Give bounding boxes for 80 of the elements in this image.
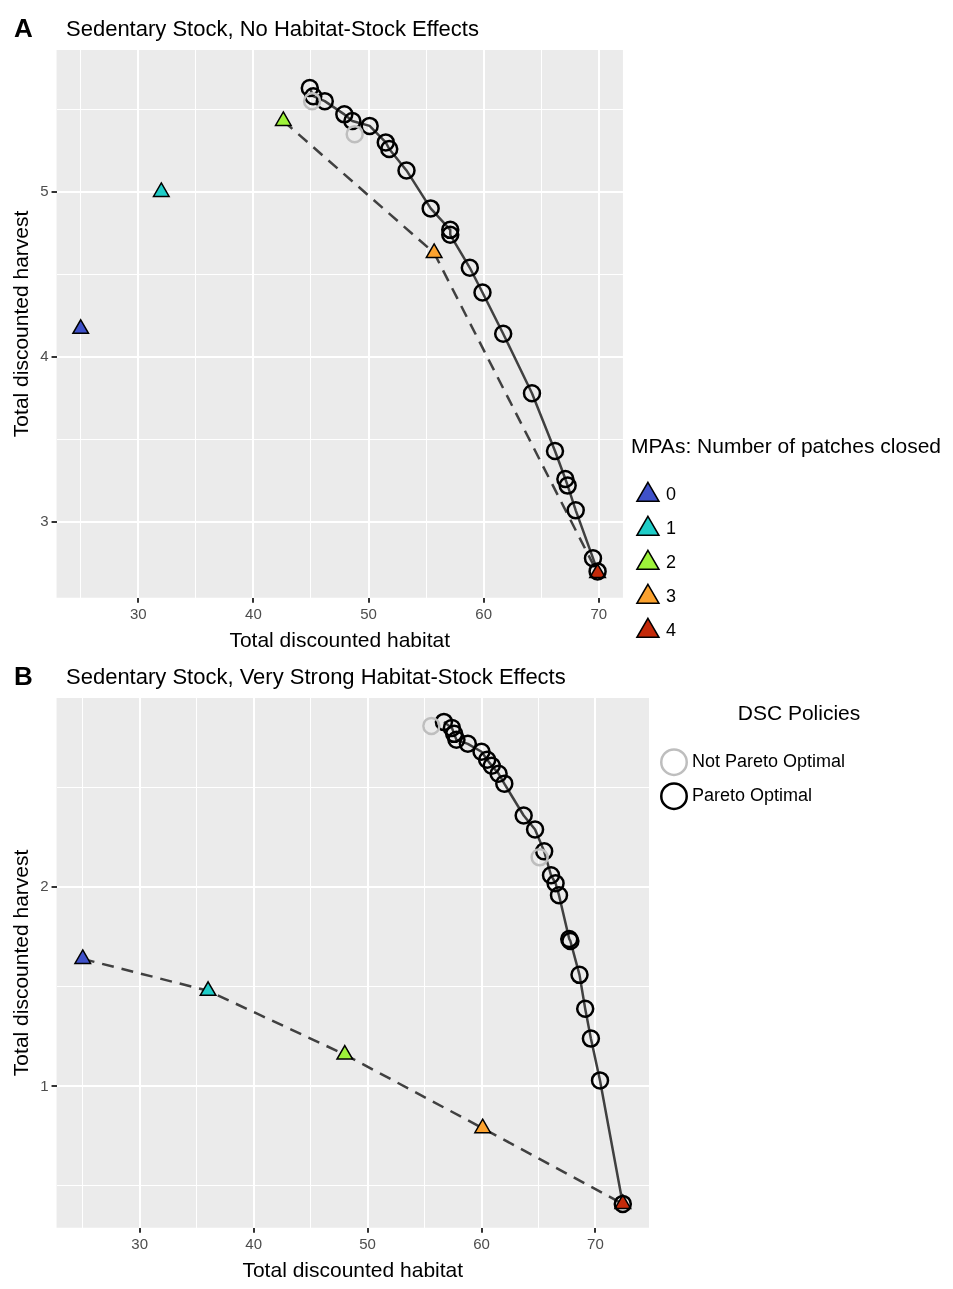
legend-label: 3 bbox=[665, 585, 676, 606]
point bbox=[514, 806, 533, 825]
x-tick-label: 30 bbox=[131, 1234, 149, 1252]
point bbox=[489, 764, 508, 783]
point bbox=[376, 133, 396, 152]
legend-label: Pareto Optimal bbox=[692, 785, 813, 806]
point bbox=[477, 750, 497, 769]
point bbox=[422, 716, 441, 736]
legend-label: 2 bbox=[665, 551, 676, 572]
point bbox=[74, 949, 92, 965]
point bbox=[425, 243, 443, 259]
x-tick-label: 60 bbox=[475, 604, 492, 622]
point bbox=[482, 756, 502, 775]
x-tick-label: 50 bbox=[360, 604, 377, 622]
y-tick-label: 3 bbox=[40, 512, 49, 530]
point bbox=[473, 283, 492, 302]
point bbox=[575, 999, 595, 1018]
point bbox=[441, 220, 460, 240]
point bbox=[590, 1071, 610, 1090]
point bbox=[274, 111, 292, 127]
x-tick-label: 70 bbox=[590, 604, 608, 622]
point bbox=[474, 1118, 492, 1134]
x-tick-label: 30 bbox=[129, 604, 147, 622]
point bbox=[421, 199, 440, 218]
point bbox=[302, 91, 322, 111]
point bbox=[199, 981, 217, 997]
point bbox=[444, 724, 464, 744]
point bbox=[549, 885, 569, 905]
point bbox=[556, 469, 575, 489]
legend-label: 1 bbox=[665, 517, 676, 538]
point bbox=[152, 182, 170, 198]
point bbox=[570, 965, 589, 985]
x-axis-title: Total discounted habitat bbox=[242, 1258, 464, 1282]
point bbox=[379, 139, 399, 159]
x-tick-label: 40 bbox=[245, 1234, 262, 1252]
point bbox=[345, 124, 364, 144]
text: A bbox=[14, 13, 33, 44]
x-tick-label: 50 bbox=[359, 1234, 376, 1252]
x-tick-label: 40 bbox=[245, 604, 262, 622]
point bbox=[472, 742, 491, 762]
point bbox=[315, 91, 335, 111]
point bbox=[530, 848, 549, 867]
point bbox=[460, 258, 480, 278]
point bbox=[442, 718, 462, 738]
point bbox=[335, 105, 354, 124]
point bbox=[336, 1044, 354, 1060]
legend-label: Not Pareto Optimal bbox=[692, 751, 846, 772]
legend-label: 0 bbox=[665, 483, 676, 504]
y-axis-title: Total discounted harvest bbox=[9, 849, 33, 1077]
point bbox=[541, 866, 561, 885]
y-tick-label: 4 bbox=[40, 347, 49, 365]
text: B bbox=[14, 661, 33, 692]
point bbox=[397, 161, 416, 180]
chart-title: Sedentary Stock, No Habitat-Stock Effects bbox=[66, 16, 479, 42]
point bbox=[581, 1029, 601, 1048]
y-tick-label: 2 bbox=[40, 877, 49, 895]
legend-title: DSC Policies bbox=[737, 701, 861, 725]
y-tick-label: 1 bbox=[40, 1076, 49, 1094]
point bbox=[495, 774, 514, 793]
point bbox=[546, 873, 565, 893]
point bbox=[522, 383, 542, 403]
point bbox=[493, 324, 513, 344]
point bbox=[566, 501, 585, 520]
y-tick-label: 5 bbox=[40, 182, 49, 200]
point bbox=[525, 820, 545, 839]
y-axis-title: Total discounted harvest bbox=[9, 210, 33, 438]
point bbox=[583, 548, 603, 568]
point bbox=[545, 441, 565, 461]
point bbox=[458, 734, 478, 754]
point bbox=[441, 225, 460, 245]
x-tick-label: 70 bbox=[587, 1234, 604, 1252]
chart-title: Sedentary Stock, Very Strong Habitat-Stock Effects bbox=[66, 664, 566, 690]
point bbox=[72, 319, 90, 335]
point bbox=[360, 116, 379, 136]
legend-label: 4 bbox=[665, 619, 676, 640]
x-tick-label: 60 bbox=[473, 1234, 490, 1252]
x-axis-title: Total discounted habitat bbox=[229, 628, 451, 652]
legend-title: MPAs: Number of patches closed bbox=[630, 434, 941, 458]
point bbox=[558, 476, 577, 495]
point bbox=[447, 730, 466, 750]
